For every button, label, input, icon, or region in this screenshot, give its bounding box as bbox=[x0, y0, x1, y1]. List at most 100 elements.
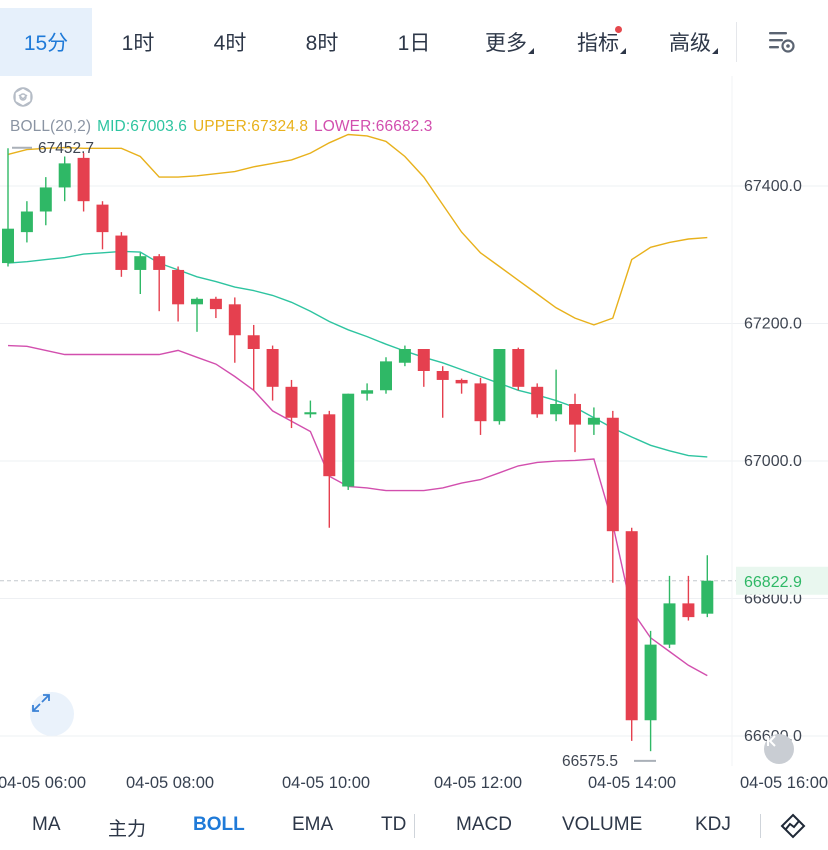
candle-body bbox=[172, 269, 185, 305]
y-tick-label: 67200.0 bbox=[744, 316, 802, 333]
caret-icon bbox=[528, 48, 534, 54]
high-price-label: 67452.7 bbox=[38, 140, 94, 157]
candle-body bbox=[644, 644, 657, 721]
candle-body bbox=[398, 349, 411, 363]
legend-name: BOLL(20,2) bbox=[10, 118, 92, 135]
candle-body bbox=[455, 379, 468, 384]
candle-body bbox=[247, 335, 260, 349]
candle-body bbox=[625, 531, 638, 721]
tab-label: 15分 bbox=[23, 32, 69, 55]
tab-indicators[interactable]: 指标 bbox=[552, 8, 644, 76]
time-label: 04-05 08:00 bbox=[126, 774, 215, 792]
candle-body bbox=[134, 256, 147, 270]
candlestick-chart: 67400.067200.067000.066800.066600.066822… bbox=[0, 76, 828, 766]
candle-body bbox=[587, 417, 600, 425]
candle-body bbox=[361, 390, 374, 394]
chart-settings-icon bbox=[769, 32, 795, 53]
current-price-label: 66822.9 bbox=[744, 574, 802, 591]
legend-upper: UPPER:67324.8 bbox=[193, 118, 309, 135]
indicator-macd[interactable]: MACD bbox=[456, 814, 512, 835]
candle-body bbox=[58, 163, 71, 188]
candle-body bbox=[2, 228, 14, 264]
candle-body bbox=[209, 298, 222, 310]
tab-interval-1[interactable]: 1时 bbox=[92, 8, 184, 76]
tab-label: 指标 bbox=[577, 32, 619, 55]
candle-body bbox=[606, 417, 619, 532]
indicator-bar: MA 主力 BOLL EMA TD MACD VOLUME KDJ bbox=[0, 802, 828, 850]
scroll-to-latest-button[interactable] bbox=[764, 734, 794, 764]
settings-icon[interactable] bbox=[12, 86, 34, 108]
chart-settings-button[interactable] bbox=[737, 8, 827, 76]
tab-more[interactable]: 更多 bbox=[460, 8, 552, 76]
current-price-tag bbox=[736, 566, 828, 595]
candle-body bbox=[474, 383, 487, 422]
candle-body bbox=[342, 393, 355, 487]
tab-interval-2[interactable]: 4时 bbox=[184, 8, 276, 76]
jump-latest-icon bbox=[767, 735, 776, 747]
candle-body bbox=[77, 157, 90, 202]
candle-body bbox=[701, 580, 714, 614]
candle-body bbox=[228, 304, 241, 336]
candle-body bbox=[531, 386, 544, 415]
caret-icon bbox=[712, 48, 718, 54]
divider bbox=[414, 814, 415, 838]
boll-upper-line bbox=[7, 133, 708, 326]
candle-body bbox=[380, 361, 392, 391]
expand-icon bbox=[32, 694, 50, 712]
boll-lower-line bbox=[7, 344, 708, 677]
time-label: 04-05 06:00 bbox=[0, 774, 87, 792]
tab-interval-4[interactable]: 1日 bbox=[368, 8, 460, 76]
tab-interval-0[interactable]: 15分 bbox=[0, 8, 92, 76]
candle-body bbox=[153, 256, 166, 270]
time-label: 04-05 10:00 bbox=[282, 774, 371, 792]
indicator-boll[interactable]: BOLL bbox=[193, 814, 245, 835]
divider bbox=[736, 22, 737, 62]
candle-body bbox=[39, 187, 52, 212]
candle-body bbox=[512, 349, 525, 387]
time-label: 04-05 16:00 bbox=[740, 774, 828, 792]
price-chart[interactable]: 67400.067200.067000.066800.066600.066822… bbox=[0, 76, 828, 766]
candle-body bbox=[682, 603, 695, 618]
candle-body bbox=[266, 349, 279, 387]
tab-advanced[interactable]: 高级 bbox=[644, 8, 736, 76]
candle-body bbox=[417, 349, 430, 371]
tab-label: 1日 bbox=[397, 32, 431, 55]
notification-dot-icon bbox=[615, 26, 622, 33]
y-tick-label: 67400.0 bbox=[744, 178, 802, 195]
legend-mid: MID:67003.6 bbox=[97, 118, 187, 135]
expand-button[interactable] bbox=[30, 692, 74, 736]
candle-body bbox=[323, 414, 336, 477]
boll-legend: BOLL(20,2) MID:67003.6 UPPER:67324.8 LOWER:… bbox=[10, 118, 439, 136]
candle-body bbox=[663, 603, 676, 645]
candle-body bbox=[285, 386, 298, 418]
candle-body bbox=[304, 412, 317, 415]
candle-body bbox=[20, 211, 33, 233]
candle-body bbox=[115, 235, 128, 270]
time-label: 04-05 14:00 bbox=[588, 774, 677, 792]
indicator-ema[interactable]: EMA bbox=[292, 814, 334, 835]
time-label: 04-05 12:00 bbox=[434, 774, 523, 792]
divider bbox=[760, 814, 761, 838]
tab-label: 8时 bbox=[305, 32, 339, 55]
candle-body bbox=[493, 349, 506, 422]
tab-label: 4时 bbox=[213, 32, 247, 55]
indicator-volume[interactable]: VOLUME bbox=[562, 814, 643, 835]
candle-body bbox=[191, 298, 203, 305]
candle-body bbox=[569, 404, 581, 425]
indicator-kdj[interactable]: KDJ bbox=[695, 814, 731, 835]
tab-label: 高级 bbox=[669, 32, 711, 55]
tab-label: 更多 bbox=[485, 32, 527, 55]
time-axis: 04-05 06:00 04-05 08:00 04-05 10:00 04-0… bbox=[0, 766, 828, 802]
tab-interval-3[interactable]: 8时 bbox=[276, 8, 368, 76]
candle-body bbox=[96, 204, 109, 233]
y-tick-label: 67000.0 bbox=[744, 453, 802, 470]
tab-label: 1时 bbox=[121, 32, 155, 55]
caret-icon bbox=[620, 48, 626, 54]
interval-bar: 15分 1时 4时 8时 1日 更多 指标 高级 bbox=[0, 8, 828, 76]
indicator-main-force[interactable]: 主力 bbox=[108, 819, 147, 840]
chart-style-icon[interactable] bbox=[779, 812, 807, 840]
low-price-label: 66575.5 bbox=[562, 753, 618, 766]
indicator-ma[interactable]: MA bbox=[32, 814, 61, 835]
candle-body bbox=[550, 404, 563, 415]
indicator-td[interactable]: TD bbox=[381, 814, 407, 835]
